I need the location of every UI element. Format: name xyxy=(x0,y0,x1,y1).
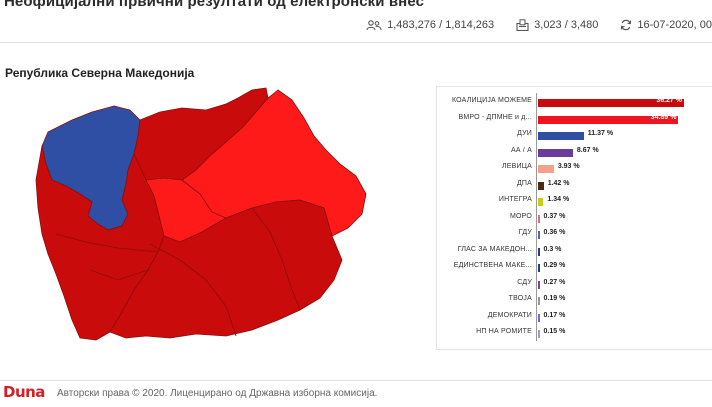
result-percent: 0.27 % xyxy=(543,278,566,286)
updated-time: 16-07-2020, 00 xyxy=(637,19,712,31)
result-percent: 0.29 % xyxy=(543,262,566,269)
result-row[interactable]: ГДУ 0.36 % xyxy=(437,227,712,243)
result-bar[interactable] xyxy=(538,99,684,107)
result-percent: 0.37 % xyxy=(543,212,566,220)
result-percent: 0.17 % xyxy=(543,311,566,319)
party-label: ДУИ xyxy=(517,130,532,137)
result-row[interactable]: СДУ 0.27 % xyxy=(437,277,712,293)
result-bar[interactable] xyxy=(538,280,540,289)
party-label: СДУ xyxy=(517,278,532,286)
result-row[interactable]: КОАЛИЦИЈА МОЖЕМЕ 36.27 % xyxy=(437,95,712,111)
result-bar[interactable] xyxy=(538,247,540,256)
voters-count: 1,483,276 / 1,814,263 xyxy=(387,19,495,31)
refresh-icon[interactable] xyxy=(620,19,632,31)
result-bar[interactable] xyxy=(538,297,540,305)
result-bar[interactable] xyxy=(538,165,554,173)
result-bar[interactable] xyxy=(538,198,544,206)
party-label: ДПА xyxy=(516,179,532,187)
result-percent: 0.36 % xyxy=(543,229,566,236)
party-label: НП НА РОМИТЕ xyxy=(476,328,532,335)
result-row[interactable]: ЕДИНСТВЕНА МАКЕ... 0.29 % xyxy=(437,260,712,276)
result-row[interactable]: ДЕМОКРАТИ 0.17 % xyxy=(437,310,712,326)
result-row[interactable]: ДУИ 11.37 % xyxy=(437,128,712,144)
updated-stat: 16-07-2020, 00 xyxy=(620,19,712,31)
result-bar[interactable] xyxy=(538,181,544,190)
duna-logo[interactable]: Duna xyxy=(3,383,45,401)
page-title: Неофицијални првични резултати од електр… xyxy=(4,0,425,10)
stats-bar: 1,483,276 / 1,814,263 3,023 / 3,480 16-0… xyxy=(344,17,712,33)
party-label: ГЛАС ЗА МАКЕДОН... xyxy=(457,245,532,253)
result-row[interactable]: АА / А 8.67 % xyxy=(437,145,712,161)
result-row[interactable]: ЛЕВИЦА 3.93 % xyxy=(437,161,712,177)
region-title: Република Северна Македонија xyxy=(5,66,195,80)
stations-count: 3,023 / 3,480 xyxy=(534,19,599,31)
party-label: МОРО xyxy=(509,212,532,220)
result-row[interactable]: НП НА РОМИТЕ 0.15 % xyxy=(437,326,712,342)
chart-axis xyxy=(536,93,537,341)
copyright-text: Авторски права © 2020. Лиценцирано од Др… xyxy=(57,388,378,399)
result-percent: 0.19 % xyxy=(543,295,566,302)
result-bar[interactable] xyxy=(538,132,584,140)
result-row[interactable]: ДПА 1.42 % xyxy=(437,178,712,194)
result-row[interactable]: ГЛАС ЗА МАКЕДОН... 0.3 % xyxy=(437,244,712,260)
party-label: ЛЕВИЦА xyxy=(501,163,532,170)
header-divider xyxy=(0,42,712,43)
map-region-south[interactable] xyxy=(109,199,343,339)
footer xyxy=(0,380,712,407)
result-bar[interactable] xyxy=(538,214,540,223)
results-chart: КОАЛИЦИЈА МОЖЕМЕ 36.27 % ВМРО - ДПМНЕ и д.… xyxy=(436,86,712,350)
result-percent: 0.15 % xyxy=(543,328,566,335)
result-percent: 8.67 % xyxy=(576,146,599,154)
party-label: ИНТЕГРА xyxy=(498,196,532,203)
map-region-west[interactable] xyxy=(35,145,165,341)
result-bar[interactable] xyxy=(538,313,540,322)
result-percent: 1.34 % xyxy=(547,196,570,203)
people-icon xyxy=(366,19,382,30)
party-label: ТВОЈА xyxy=(508,295,532,302)
result-percent: 0.3 % xyxy=(543,245,562,253)
result-row[interactable]: ТВОЈА 0.19 % xyxy=(437,293,712,309)
result-bar[interactable] xyxy=(538,115,679,124)
voters-stat: 1,483,276 / 1,814,263 xyxy=(366,19,494,31)
result-bar[interactable] xyxy=(538,330,540,338)
party-label: ВМРО - ДПМНЕ и д... xyxy=(458,113,532,121)
results-map xyxy=(35,87,367,341)
party-label: ДЕМОКРАТИ xyxy=(487,311,532,319)
result-row[interactable]: ВМРО - ДПМНЕ и д... 34.89 % xyxy=(437,112,712,128)
result-bar[interactable] xyxy=(538,231,540,239)
result-percent: 1.42 % xyxy=(547,179,570,187)
result-bar[interactable] xyxy=(538,264,540,272)
result-percent: 36.27 % xyxy=(656,97,682,104)
result-percent: 34.89 % xyxy=(650,113,677,121)
result-row[interactable]: ИНТЕГРА 1.34 % xyxy=(437,194,712,210)
ballot-box-icon xyxy=(516,19,529,31)
party-label: АА / А xyxy=(510,146,532,154)
result-bar[interactable] xyxy=(538,148,573,157)
party-label: ГДУ xyxy=(518,229,532,236)
result-row[interactable]: МОРО 0.37 % xyxy=(437,211,712,227)
party-label: ЕДИНСТВЕНА МАКЕ... xyxy=(453,262,532,269)
result-percent: 11.37 % xyxy=(587,130,614,137)
stations-stat: 3,023 / 3,480 xyxy=(516,19,598,31)
party-label: КОАЛИЦИЈА МОЖЕМЕ xyxy=(451,97,532,104)
result-percent: 3.93 % xyxy=(557,163,580,170)
